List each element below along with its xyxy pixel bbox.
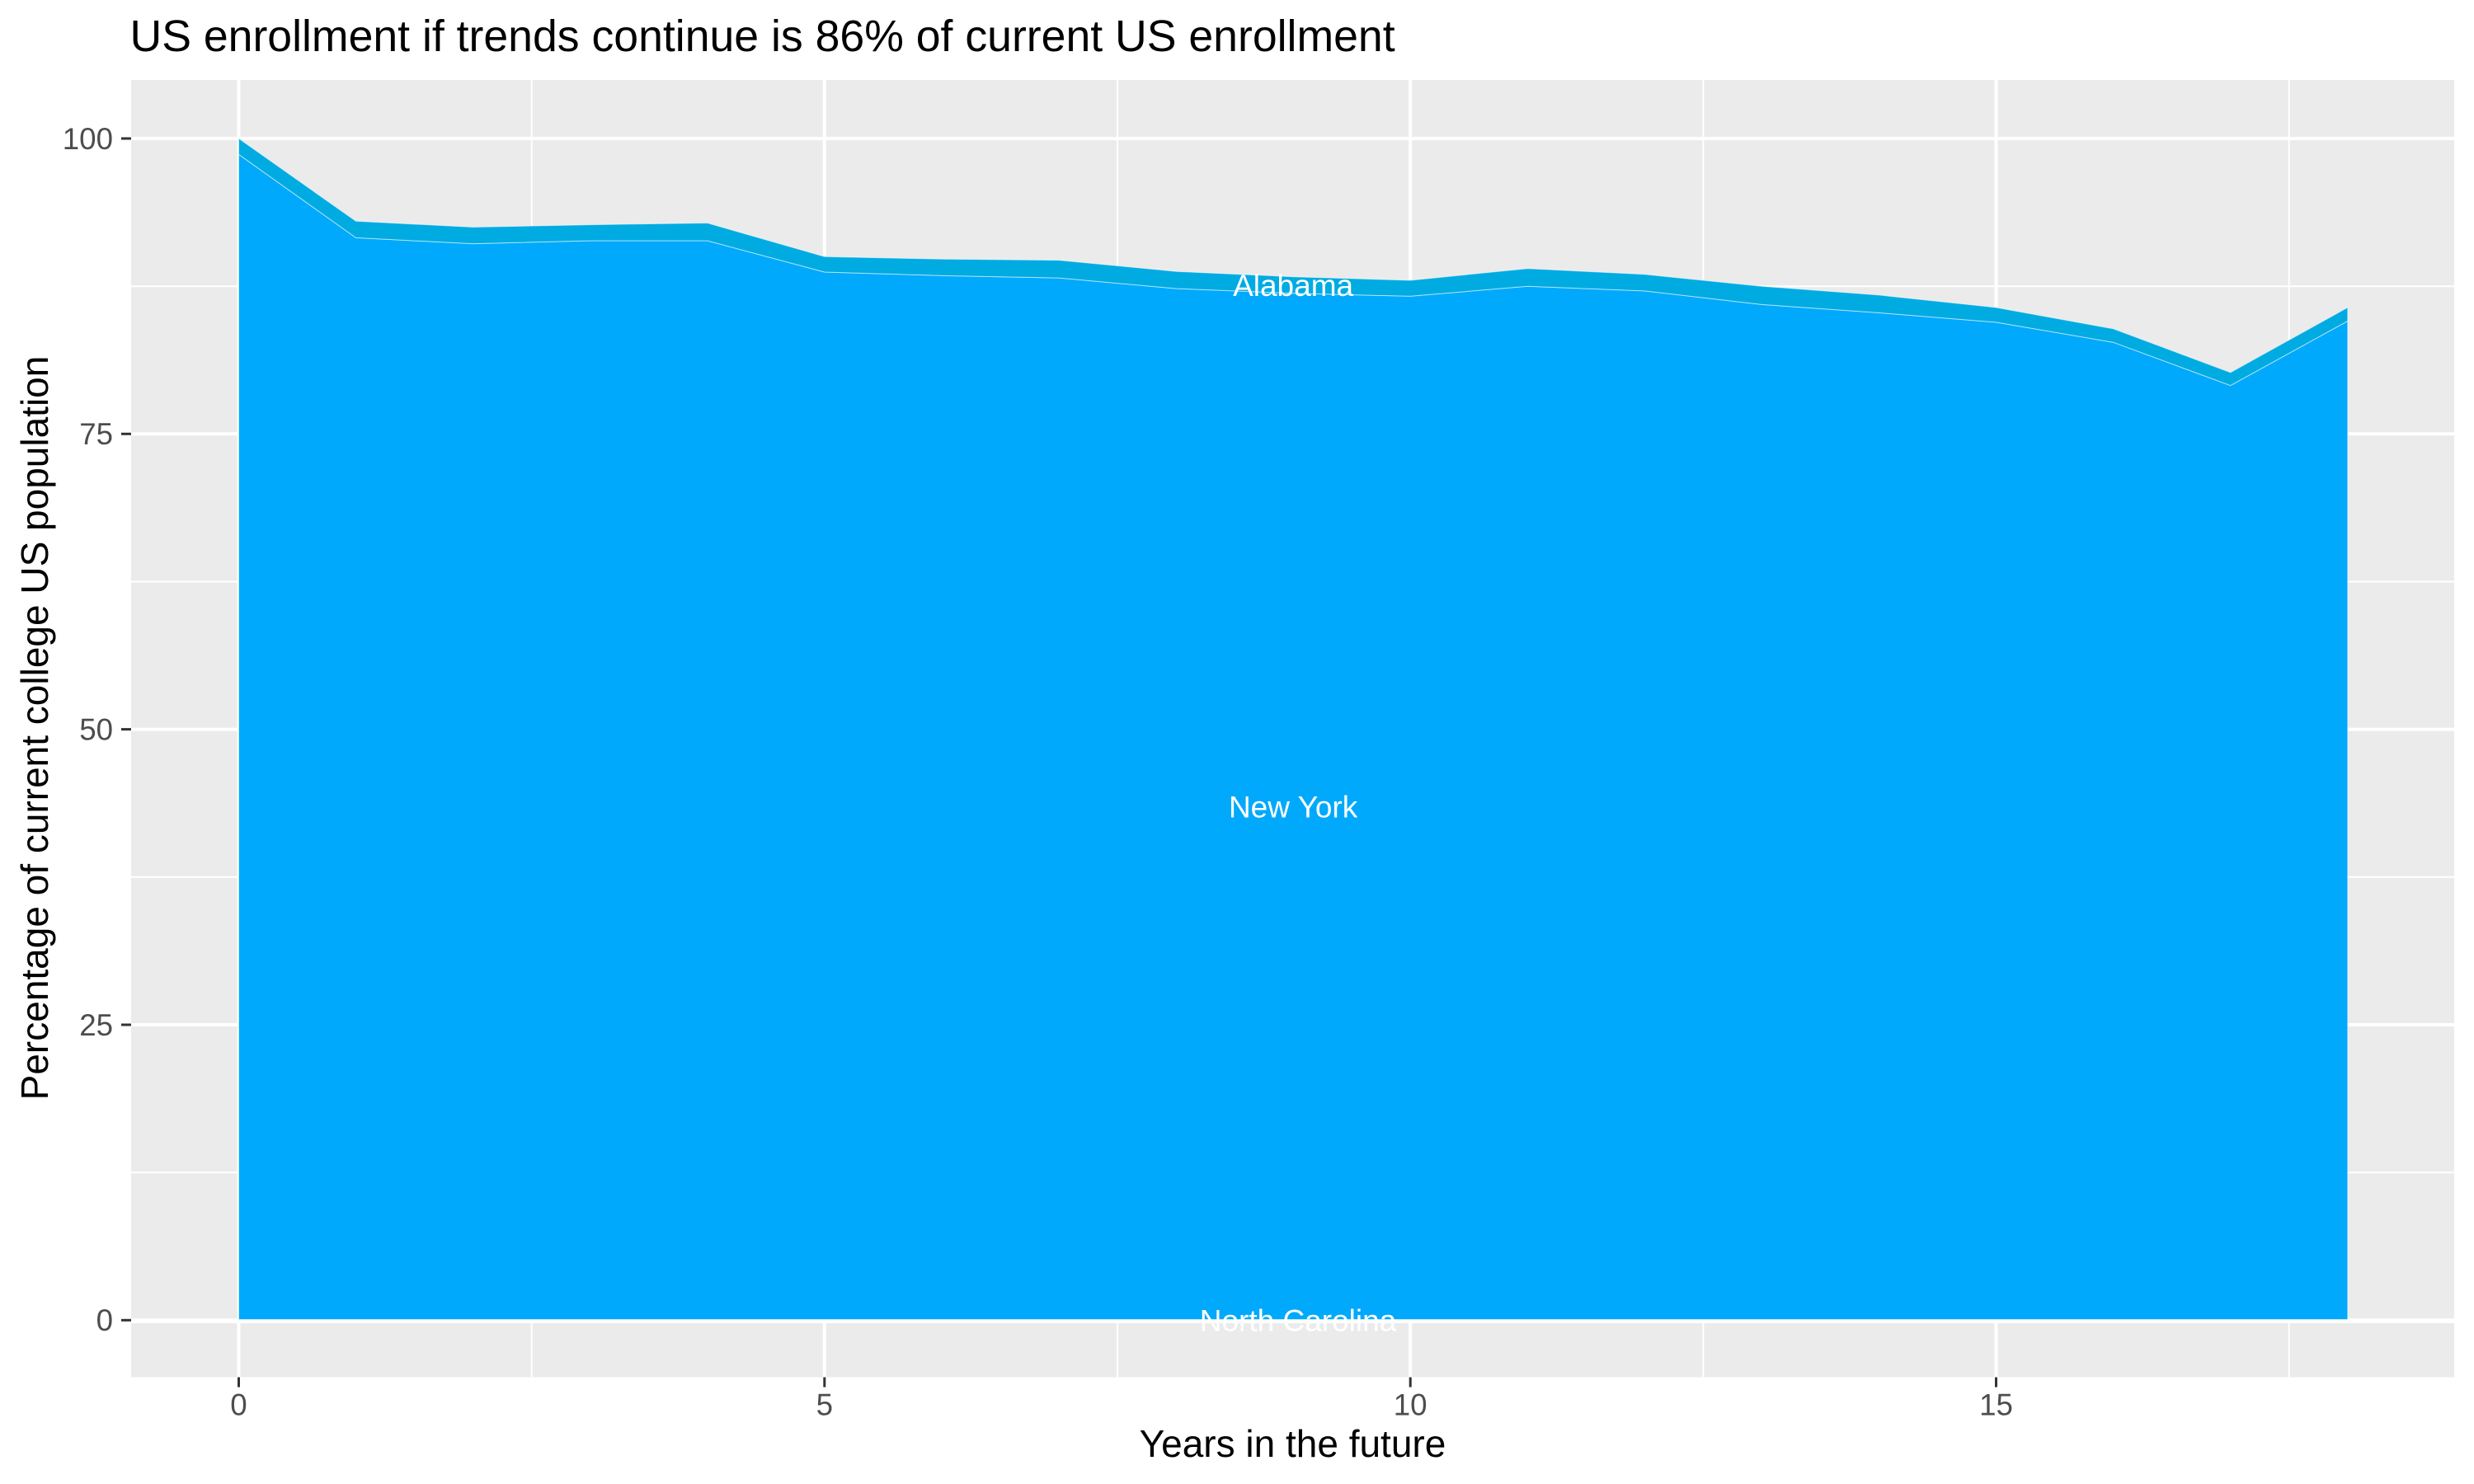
svg-text:Percentage of current college: Percentage of current college US populat… xyxy=(13,356,56,1101)
svg-text:0: 0 xyxy=(96,1303,113,1337)
svg-text:Alabama: Alabama xyxy=(1233,269,1353,303)
svg-text:25: 25 xyxy=(79,1008,113,1042)
svg-text:0: 0 xyxy=(230,1388,247,1422)
svg-text:US enrollment if trends contin: US enrollment if trends continue is 86% … xyxy=(130,12,1395,61)
svg-text:Years in the future: Years in the future xyxy=(1140,1422,1446,1465)
svg-text:10: 10 xyxy=(1394,1388,1427,1422)
svg-text:5: 5 xyxy=(816,1388,833,1422)
svg-text:75: 75 xyxy=(79,417,113,451)
svg-text:100: 100 xyxy=(63,122,113,156)
svg-text:15: 15 xyxy=(1979,1388,2013,1422)
svg-text:50: 50 xyxy=(79,712,113,746)
svg-text:New York: New York xyxy=(1229,791,1358,824)
svg-text:North Carolina: North Carolina xyxy=(1200,1304,1397,1338)
